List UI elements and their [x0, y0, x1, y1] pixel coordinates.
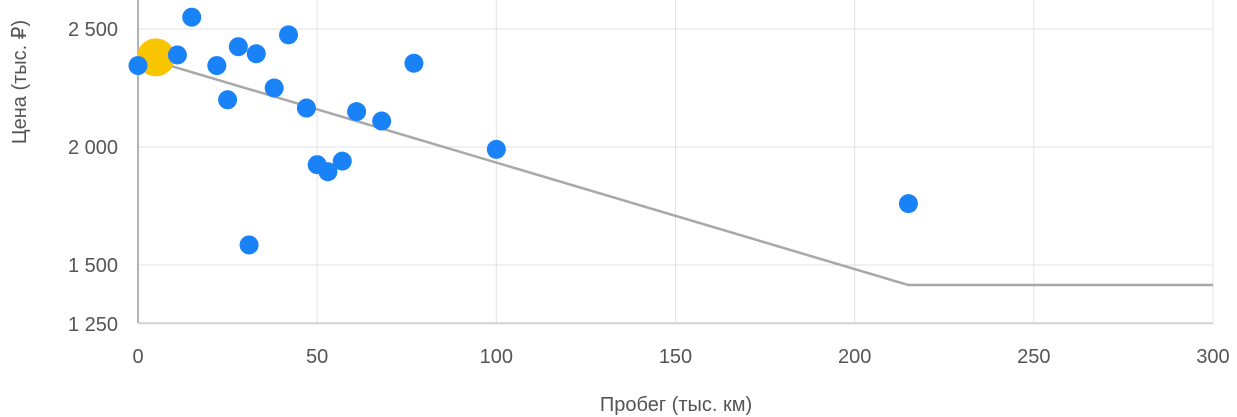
data-point[interactable]	[486, 139, 506, 159]
x-tick-label: 200	[838, 346, 871, 368]
y-tick-label: 1 250	[68, 314, 118, 336]
trend-line-group	[137, 54, 1213, 287]
data-point[interactable]	[404, 53, 424, 73]
x-tick-label: 100	[480, 346, 513, 368]
x-tick-label: 0	[132, 346, 143, 368]
y-axis-title: Цена (тыс. ₽)	[9, 20, 31, 144]
data-point[interactable]	[264, 78, 284, 98]
data-point[interactable]	[218, 90, 238, 110]
x-tick-labels: 0 50 100 150 200 250 300	[132, 346, 1229, 368]
data-point[interactable]	[239, 235, 259, 255]
data-point[interactable]	[207, 56, 227, 76]
data-point[interactable]	[246, 44, 266, 64]
data-point[interactable]	[128, 56, 148, 76]
data-point[interactable]	[279, 25, 298, 45]
data-point[interactable]	[167, 45, 187, 65]
data-point[interactable]	[332, 151, 352, 171]
x-tick-label: 150	[659, 346, 692, 368]
y-tick-label: 1 500	[68, 255, 118, 277]
data-point[interactable]	[182, 7, 202, 27]
data-point[interactable]	[347, 102, 367, 122]
x-tick-label: 250	[1017, 346, 1050, 368]
data-point[interactable]	[228, 37, 248, 57]
y-tick-label: 2 500	[68, 19, 118, 41]
data-point[interactable]	[898, 194, 918, 214]
data-point[interactable]	[318, 162, 338, 182]
y-tick-label: 2 000	[68, 137, 118, 159]
trend-line	[137, 54, 1213, 287]
data-point[interactable]	[372, 111, 392, 131]
data-points	[128, 7, 918, 255]
data-point[interactable]	[296, 98, 316, 118]
y-tick-labels: 1 250 1 500 2 000 2 500	[68, 19, 118, 336]
x-tick-label: 50	[306, 346, 328, 368]
x-tick-label: 300	[1196, 346, 1229, 368]
grid-lines	[138, 0, 1214, 325]
x-axis-title: Пробег (тыс. км)	[600, 394, 752, 416]
